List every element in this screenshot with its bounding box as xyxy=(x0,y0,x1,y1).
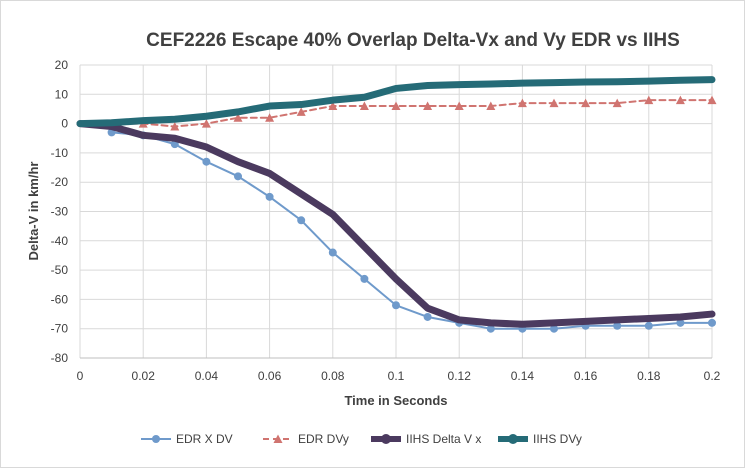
legend-marker xyxy=(152,435,160,443)
y-axis-label: Delta-V in km/hr xyxy=(26,162,41,261)
x-tick-label: 0.12 xyxy=(448,369,472,383)
legend-label: EDR DVy xyxy=(298,432,349,446)
data-point xyxy=(359,101,369,111)
legend-label: IIHS Delta V x xyxy=(406,432,481,446)
x-tick-label: 0 xyxy=(77,369,84,383)
data-point xyxy=(202,157,211,166)
data-point xyxy=(265,192,274,201)
chart-title: CEF2226 Escape 40% Overlap Delta-Vx and … xyxy=(146,30,680,51)
y-tick-label: 0 xyxy=(61,117,68,131)
y-tick-label: -10 xyxy=(51,146,69,160)
data-point xyxy=(454,101,464,111)
legend-marker xyxy=(508,434,518,444)
data-point xyxy=(517,98,527,108)
series-line xyxy=(76,120,716,328)
data-point xyxy=(550,324,558,333)
data-point xyxy=(170,122,180,131)
y-tick-label: -70 xyxy=(51,322,69,336)
data-point xyxy=(423,312,432,321)
legend-label: IIHS DVy xyxy=(533,432,582,446)
data-point xyxy=(297,216,306,225)
data-point xyxy=(612,98,622,108)
legend-label: EDR X DV xyxy=(176,432,233,446)
x-tick-label: 0.14 xyxy=(511,369,535,383)
series-line xyxy=(110,99,713,128)
data-point xyxy=(644,321,653,330)
data-point xyxy=(486,324,495,333)
data-point xyxy=(328,248,337,257)
y-tick-label: 10 xyxy=(55,87,69,101)
legend-marker xyxy=(381,434,391,444)
data-point xyxy=(676,318,685,327)
data-point xyxy=(233,113,243,122)
data-point xyxy=(360,274,369,283)
data-point xyxy=(581,98,591,108)
x-tick-label: 0.18 xyxy=(637,369,661,383)
data-point xyxy=(296,107,306,116)
data-point xyxy=(234,172,242,181)
x-tick-label: 0.02 xyxy=(132,369,156,383)
x-axis-label: Time in Seconds xyxy=(344,393,447,408)
legend-marker xyxy=(273,434,283,443)
y-tick-label: -80 xyxy=(51,351,69,365)
y-tick-label: -50 xyxy=(51,263,69,277)
data-point xyxy=(707,95,717,105)
data-point xyxy=(328,101,338,111)
data-point xyxy=(644,95,654,105)
data-point xyxy=(392,301,400,310)
x-tick-label: 0.1 xyxy=(388,369,405,383)
data-point xyxy=(201,119,211,128)
x-tick-label: 0.2 xyxy=(704,369,721,383)
x-tick-label: 0.06 xyxy=(258,369,282,383)
data-point xyxy=(708,318,716,327)
data-point xyxy=(549,98,559,108)
y-tick-label: -20 xyxy=(51,175,69,189)
data-point xyxy=(423,101,433,111)
data-point xyxy=(613,321,622,330)
data-point xyxy=(391,101,401,111)
x-tick-label: 0.08 xyxy=(321,369,345,383)
y-tick-label: 20 xyxy=(55,58,69,72)
data-point xyxy=(486,101,496,111)
y-tick-label: -60 xyxy=(51,292,69,306)
y-tick-label: -30 xyxy=(51,205,69,219)
series-line xyxy=(76,76,716,128)
y-tick-label: -40 xyxy=(51,234,69,248)
data-point xyxy=(265,113,275,122)
x-tick-label: 0.04 xyxy=(195,369,219,383)
series-line xyxy=(110,131,713,330)
data-point xyxy=(675,95,685,105)
x-tick-label: 0.16 xyxy=(574,369,598,383)
